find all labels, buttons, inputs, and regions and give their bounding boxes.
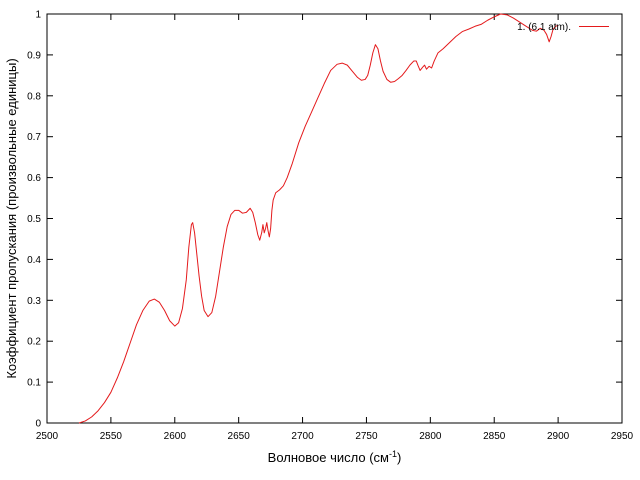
y-tick-label: 0.9 [27, 50, 41, 61]
y-tick-label: 0.4 [27, 255, 41, 266]
x-axis-title-sup: -1 [389, 449, 397, 459]
x-tick-label: 2550 [100, 431, 123, 442]
y-axis-title: Коэффициент пропускания (произвольные ед… [4, 58, 19, 378]
axis-tick-labels: 2500 2550 2600 2650 2700 2750 2800 2850 2900 2950… [27, 10, 633, 443]
y-tick-label: 0.5 [27, 214, 41, 225]
y-tick-label: 0.2 [27, 337, 41, 348]
x-tick-label: 2650 [228, 431, 251, 442]
x-tick-label: 2800 [419, 431, 442, 442]
x-tick-label: 2950 [611, 431, 634, 442]
y-tick-label: 0.8 [27, 91, 41, 102]
plot-frame [46, 13, 623, 424]
y-tick-label: 0.7 [27, 132, 41, 143]
y-tick-label: 0.1 [27, 378, 41, 389]
x-tick-label: 2600 [164, 431, 187, 442]
y-tick-label: 0 [35, 419, 41, 430]
x-tick-label: 2900 [547, 431, 570, 442]
legend-label: 1. (6.1 atm). [517, 22, 571, 33]
x-axis-title-main: Волновое число (см [268, 450, 389, 465]
series-layer [78, 13, 559, 424]
x-axis-title-close: ) [397, 450, 401, 465]
y-tick-label: 0.3 [27, 296, 41, 307]
axis-ticks [46, 13, 623, 424]
x-tick-label: 2750 [355, 431, 378, 442]
x-tick-label: 2700 [291, 431, 314, 442]
x-axis-title: Волновое число (см-1) [268, 449, 402, 465]
y-tick-label: 0.6 [27, 173, 41, 184]
x-tick-label: 2850 [483, 431, 506, 442]
series-line [78, 13, 559, 424]
legend: 1. (6.1 atm). [517, 22, 609, 33]
x-tick-label: 2500 [36, 431, 59, 442]
y-tick-label: 1 [35, 10, 41, 21]
